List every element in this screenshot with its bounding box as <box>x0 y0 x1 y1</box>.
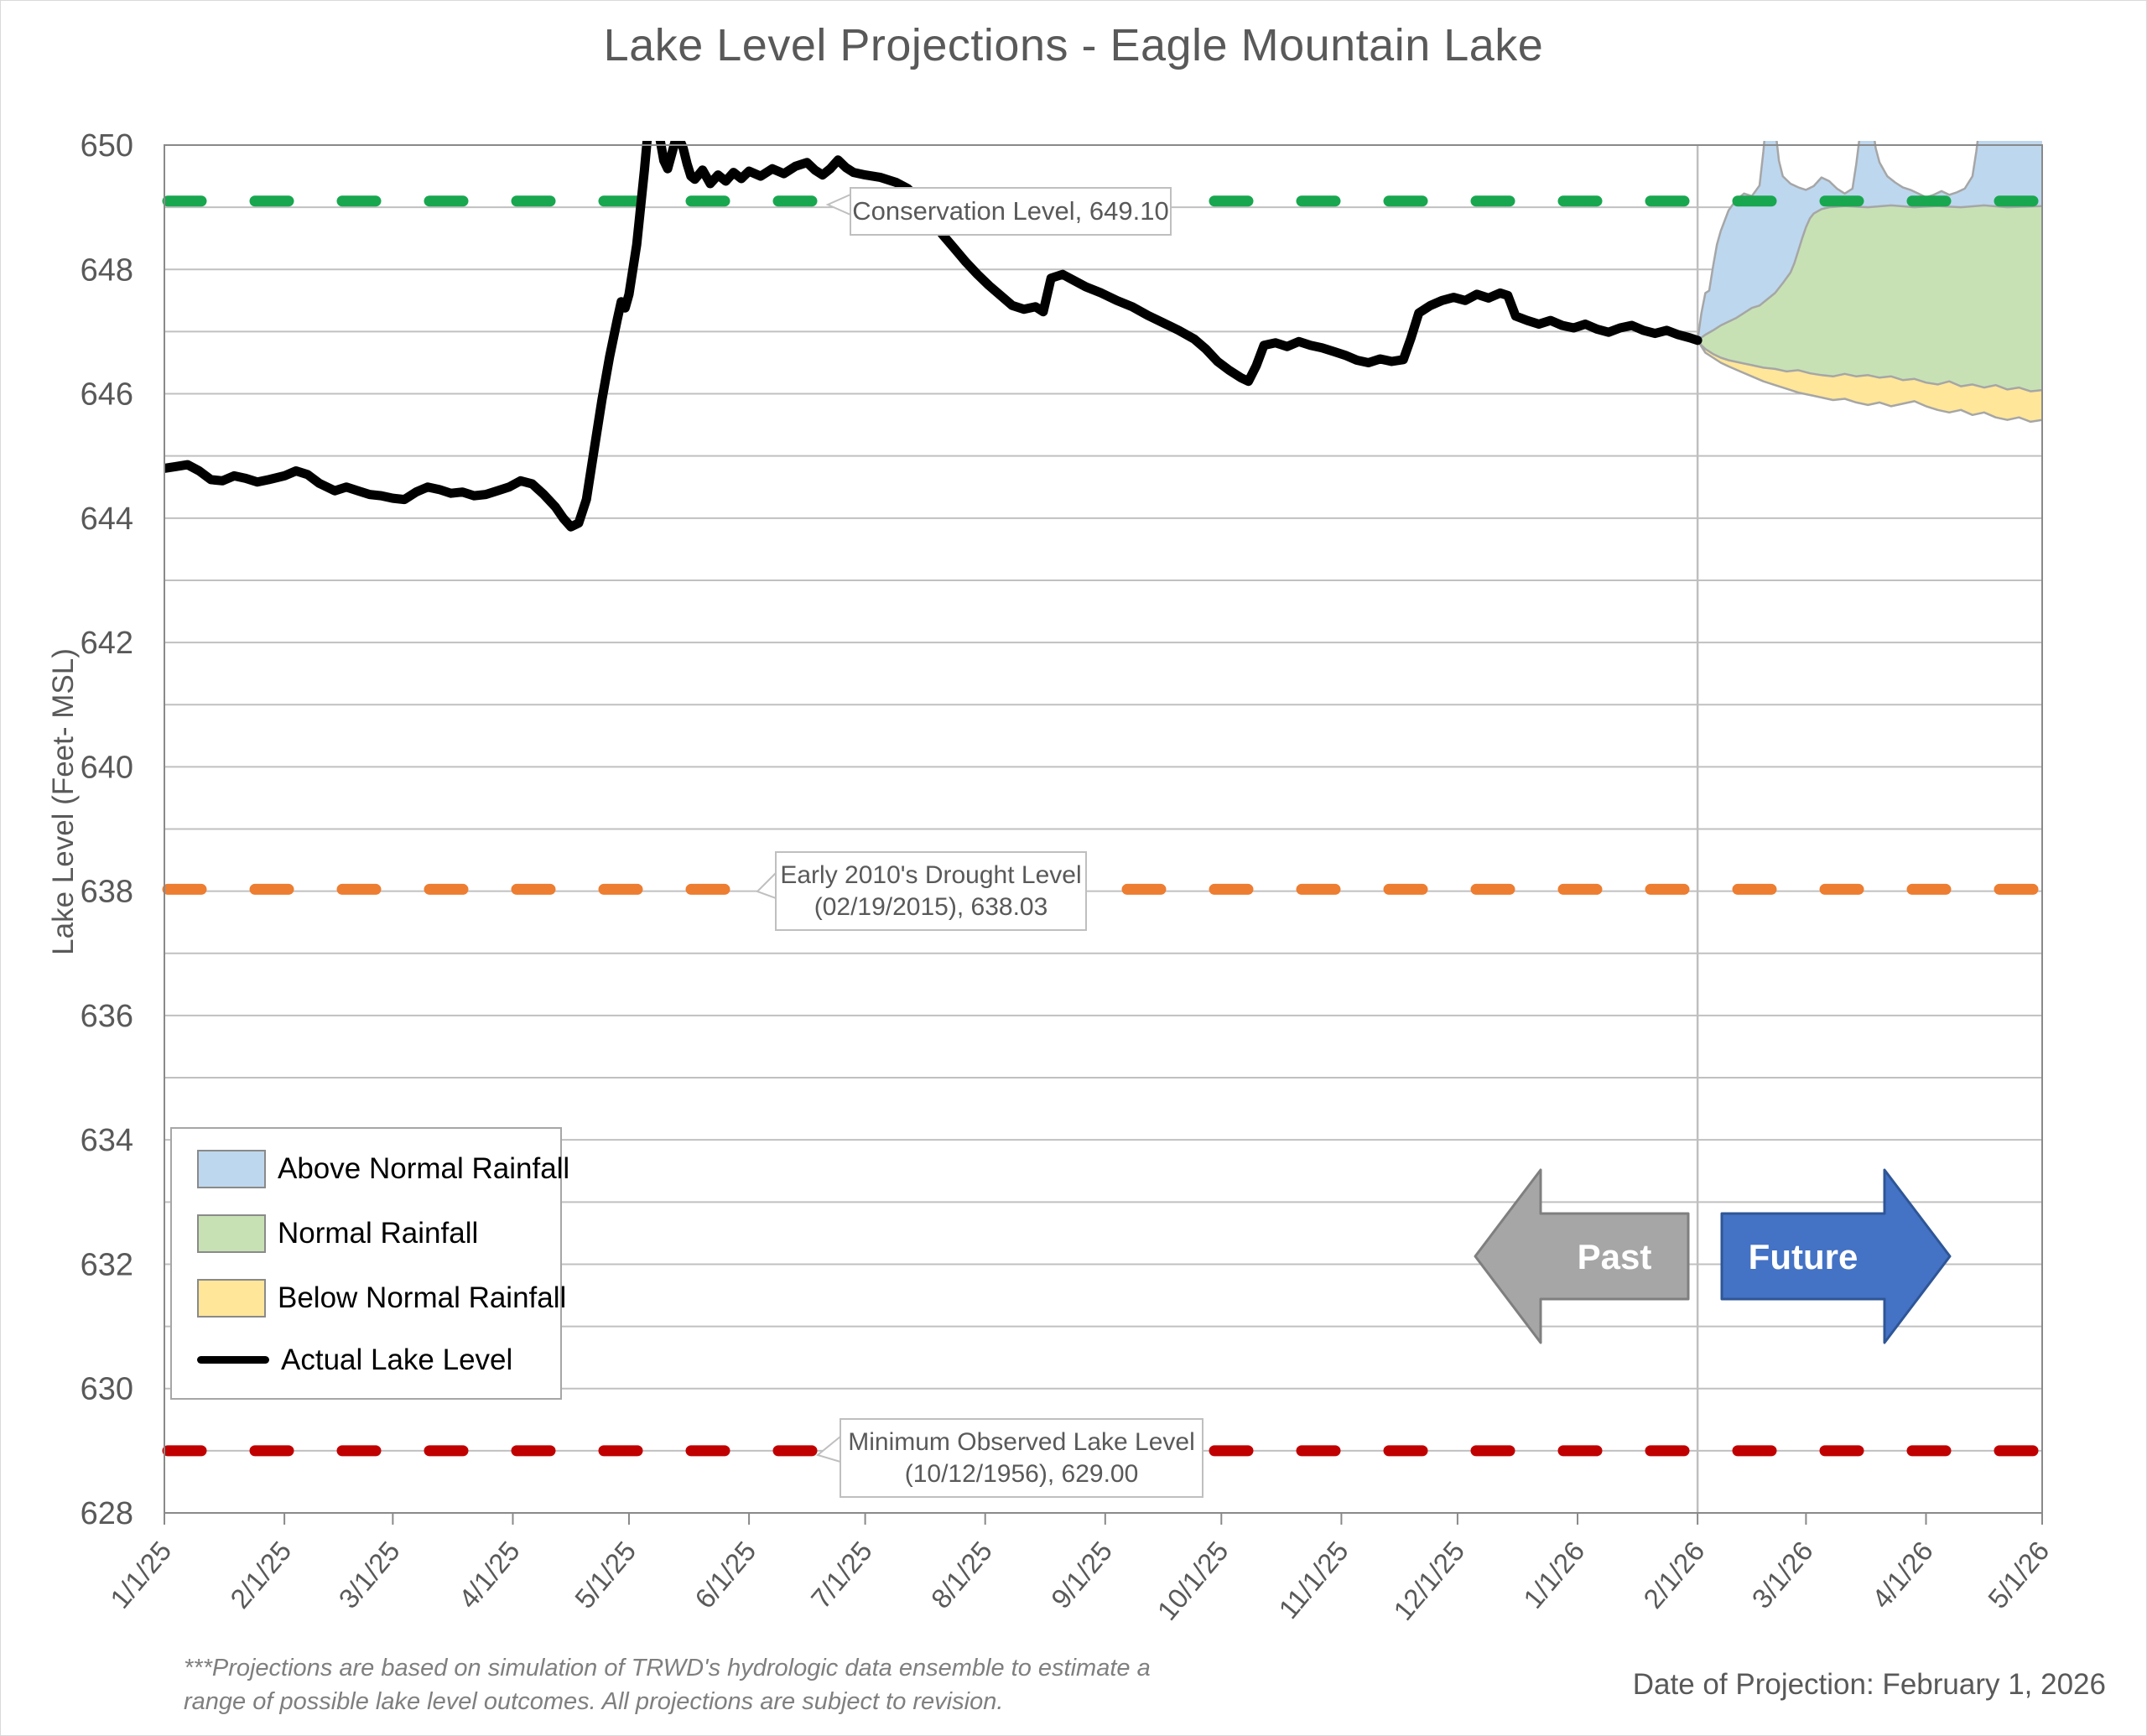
x-tick-label: 1/1/26 <box>1517 1536 1590 1614</box>
y-tick-label: 648 <box>81 252 133 288</box>
legend-label: Actual Lake Level <box>281 1343 513 1376</box>
y-axis: 628 630 632 634 636 638 640 642 644 646 648 650 <box>81 128 133 1531</box>
x-tick-label: 12/1/25 <box>1387 1536 1470 1626</box>
y-tick-label: 638 <box>81 875 133 910</box>
y-tick-label: 628 <box>81 1496 133 1531</box>
x-tick-label: 9/1/25 <box>1045 1536 1118 1614</box>
x-tick-label: 3/1/26 <box>1745 1536 1818 1614</box>
y-tick-label: 642 <box>81 626 133 661</box>
footnote-line1: ***Projections are based on simulation o… <box>184 1655 1151 1681</box>
below-normal-swatch-icon <box>197 1278 266 1318</box>
projection-fan <box>1696 141 2042 424</box>
x-tick-label: 11/1/25 <box>1272 1536 1354 1624</box>
callout-drought-line2: (02/19/2015), 638.03 <box>814 892 1048 921</box>
actual-line-swatch-icon <box>197 1356 269 1364</box>
callout-drought-line1: Early 2010's Drought Level <box>780 861 1082 889</box>
y-tick-label: 640 <box>81 750 133 785</box>
x-tick-label: 1/1/25 <box>104 1536 177 1614</box>
above-normal-band <box>1697 141 2042 340</box>
callout-conservation-text: Conservation Level, 649.10 <box>852 195 1169 226</box>
normal-swatch-icon <box>197 1214 266 1254</box>
y-tick-label: 634 <box>81 1123 133 1158</box>
y-tick-label: 650 <box>81 128 133 164</box>
callout-minimum-level: Minimum Observed Lake Level (10/12/1956)… <box>840 1418 1203 1498</box>
legend-label: Normal Rainfall <box>278 1217 479 1250</box>
x-tick-label: 4/1/25 <box>453 1536 526 1614</box>
chart-title: Lake Level Projections - Eagle Mountain … <box>603 20 1544 70</box>
y-tick-label: 644 <box>81 502 133 537</box>
y-tick-label: 636 <box>81 999 133 1034</box>
x-tick-label: 2/1/25 <box>224 1536 297 1614</box>
x-axis: 1/1/25 2/1/25 3/1/25 4/1/25 5/1/25 6/1/25 7/1/… <box>104 1513 2055 1626</box>
callout-minimum-line2: (10/12/1956), 629.00 <box>904 1459 1139 1488</box>
y-tick-label: 630 <box>81 1372 133 1407</box>
plot-border <box>164 144 2043 1514</box>
legend-label: Below Normal Rainfall <box>278 1281 567 1314</box>
y-tick-label: 646 <box>81 377 133 413</box>
x-tick-label: 8/1/25 <box>925 1536 998 1614</box>
callout-tails <box>756 193 851 1463</box>
x-tick-label: 4/1/26 <box>1866 1536 1939 1614</box>
past-arrow-label: Past <box>1578 1237 1652 1276</box>
actual-lake-level-line <box>164 141 1703 532</box>
footnote-line2: range of possible lake level outcomes. A… <box>184 1688 1004 1715</box>
legend-item-normal: Normal Rainfall <box>197 1214 552 1254</box>
x-tick-label: 3/1/25 <box>332 1536 405 1614</box>
y-axis-title: Lake Level (Feet- MSL) <box>47 648 80 955</box>
legend-item-actual: Actual Lake Level <box>197 1344 552 1377</box>
callout-minimum-line1: Minimum Observed Lake Level <box>848 1428 1195 1456</box>
legend-label: Above Normal Rainfall <box>278 1152 570 1186</box>
projection-date: Date of Projection: February 1, 2026 <box>1632 1668 2106 1701</box>
future-arrow-icon <box>1720 1168 1952 1344</box>
normal-band <box>1697 205 2042 392</box>
chart-legend: Above Normal Rainfall Normal Rainfall Be… <box>170 1127 569 1400</box>
legend-item-below-normal: Below Normal Rainfall <box>197 1278 566 1318</box>
y-tick-label: 632 <box>81 1247 133 1282</box>
above-normal-swatch-icon <box>197 1150 266 1189</box>
x-tick-label: 6/1/25 <box>689 1536 762 1614</box>
legend-item-above-normal: Above Normal Rainfall <box>197 1150 569 1189</box>
past-arrow-icon <box>1474 1168 1690 1344</box>
x-tick-label: 7/1/25 <box>805 1536 878 1614</box>
past-future-arrows: Past Future <box>1474 1168 1952 1344</box>
callout-drought-level: Early 2010's Drought Level (02/19/2015),… <box>775 851 1087 931</box>
x-tick-label: 5/1/26 <box>1982 1536 2055 1614</box>
x-tick-label: 2/1/26 <box>1637 1536 1710 1614</box>
below-normal-band <box>1697 340 2042 422</box>
x-tick-label: 5/1/25 <box>569 1536 642 1614</box>
future-arrow-label: Future <box>1749 1237 1858 1276</box>
x-tick-label: 10/1/25 <box>1151 1536 1235 1626</box>
callout-conservation-level: Conservation Level, 649.10 <box>850 187 1172 236</box>
